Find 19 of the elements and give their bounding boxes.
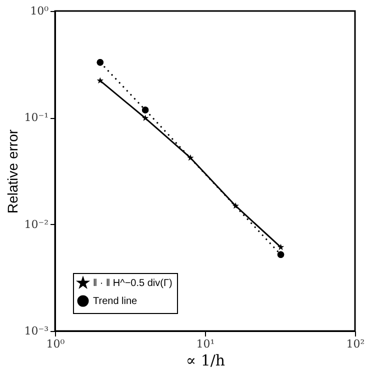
legend-label: ‖ · ‖ H^−0.5 div(Γ): [93, 278, 172, 289]
x-tick-label: 10⁰: [46, 338, 66, 350]
y-tick-label: 10⁻³: [24, 324, 48, 338]
y-tick-label: 10⁰: [30, 4, 50, 18]
x-tick-label: 10²: [346, 338, 365, 350]
point: [96, 77, 104, 84]
point: [96, 59, 104, 66]
x-axis-title: ∝ 1/h: [186, 352, 226, 370]
y-tick-label: 10⁻²: [24, 218, 48, 231]
y-tick-label: 10⁻¹: [24, 111, 48, 124]
point: [232, 202, 239, 209]
point: [278, 244, 284, 250]
legend-label: Trend line: [93, 296, 138, 307]
point: [187, 154, 194, 161]
point: [277, 251, 284, 258]
y-axis-title: Relative error: [4, 129, 20, 214]
point: [142, 114, 148, 121]
point: [142, 106, 149, 114]
x-tick-label: 10¹: [196, 338, 215, 350]
